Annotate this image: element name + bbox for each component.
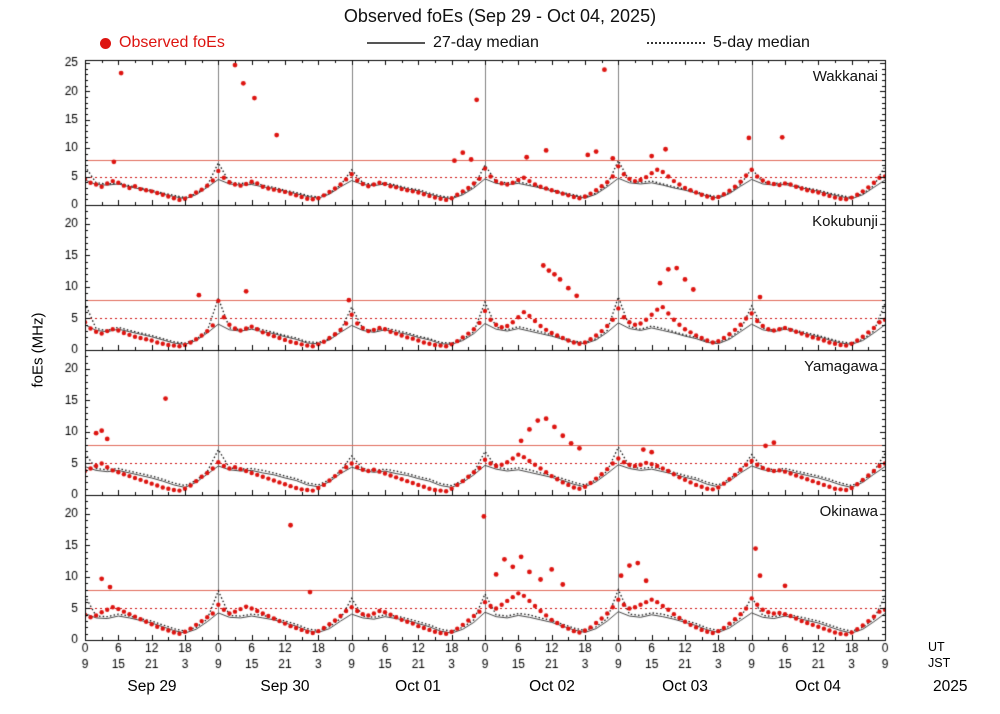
legend-27day-median: 27-day median [367,32,539,54]
panel-label-yamagawa: Yamagawa [804,358,878,375]
legend-27day-label: 27-day median [433,34,539,51]
date-label-sep29: Sep 29 [127,678,177,695]
legend-observed: Observed foEs [100,32,225,54]
legend-observed-label: Observed foEs [119,34,225,51]
jst-axis-label: JST [928,656,951,670]
panel-label-wakkanai: Wakkanai [812,68,878,85]
date-label-oct02: Oct 02 [529,678,575,695]
legend-5day-label: 5-day median [713,34,810,51]
year-label: 2025 [933,678,968,695]
date-label-oct04: Oct 04 [795,678,841,695]
panel-label-okinawa: Okinawa [819,503,878,520]
panel-label-kokubunji: Kokubunji [812,213,878,230]
observed-dot-icon [100,37,111,49]
page-title: Observed foEs (Sep 29 - Oct 04, 2025) [343,6,657,26]
ut-axis-label: UT [928,640,945,654]
date-label-sep30: Sep 30 [260,678,310,695]
y-axis-label: foEs (MHz) [29,312,47,388]
dotted-line-icon [647,42,705,44]
solid-line-icon [367,42,425,44]
legend-5day-median: 5-day median [647,32,810,54]
date-label-oct01: Oct 01 [395,678,441,695]
date-label-oct03: Oct 03 [662,678,708,695]
